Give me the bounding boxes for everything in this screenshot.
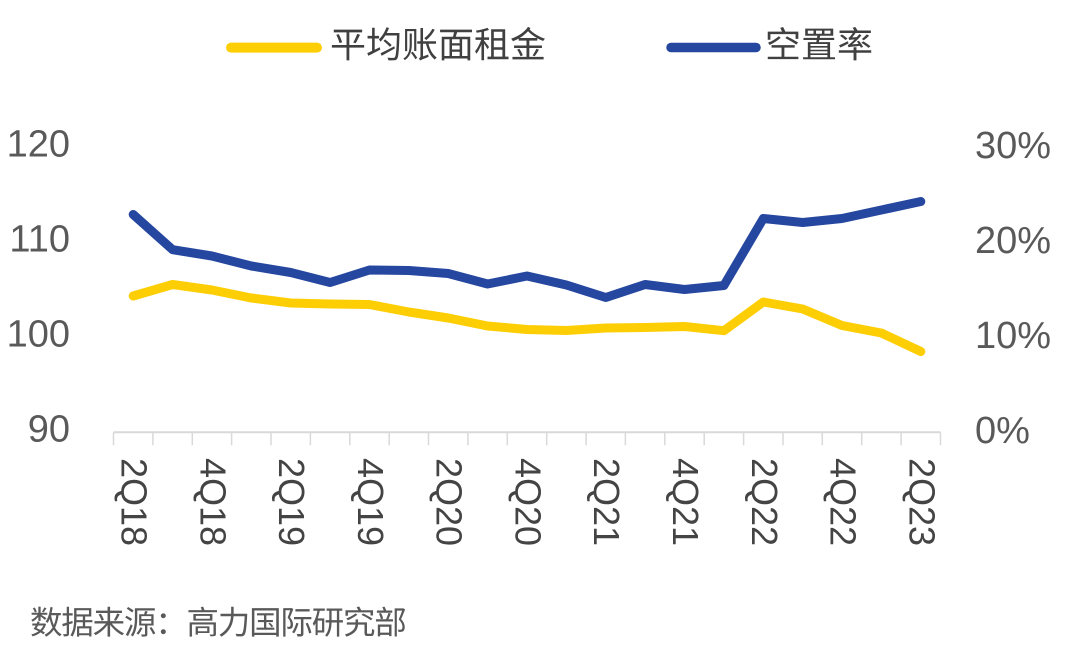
svg-text:4Q22: 4Q22 (823, 458, 864, 546)
svg-text:2Q22: 2Q22 (744, 458, 785, 546)
svg-text:2Q20: 2Q20 (429, 458, 470, 546)
svg-text:30%: 30% (975, 125, 1051, 167)
svg-text:2Q21: 2Q21 (586, 458, 627, 546)
svg-text:4Q18: 4Q18 (192, 458, 233, 546)
svg-text:90: 90 (28, 409, 70, 451)
svg-text:4Q20: 4Q20 (508, 458, 549, 546)
svg-text:2Q18: 2Q18 (114, 458, 155, 546)
svg-text:120: 120 (7, 124, 70, 166)
svg-text:2Q19: 2Q19 (271, 458, 312, 546)
svg-text:110: 110 (9, 219, 70, 261)
svg-text:20%: 20% (975, 220, 1051, 262)
svg-text:10%: 10% (975, 315, 1051, 357)
svg-text:100: 100 (7, 314, 70, 356)
svg-text:0%: 0% (975, 410, 1030, 452)
svg-text:4Q21: 4Q21 (665, 458, 706, 546)
svg-text:2Q23: 2Q23 (901, 458, 942, 546)
svg-text:4Q19: 4Q19 (350, 458, 391, 546)
